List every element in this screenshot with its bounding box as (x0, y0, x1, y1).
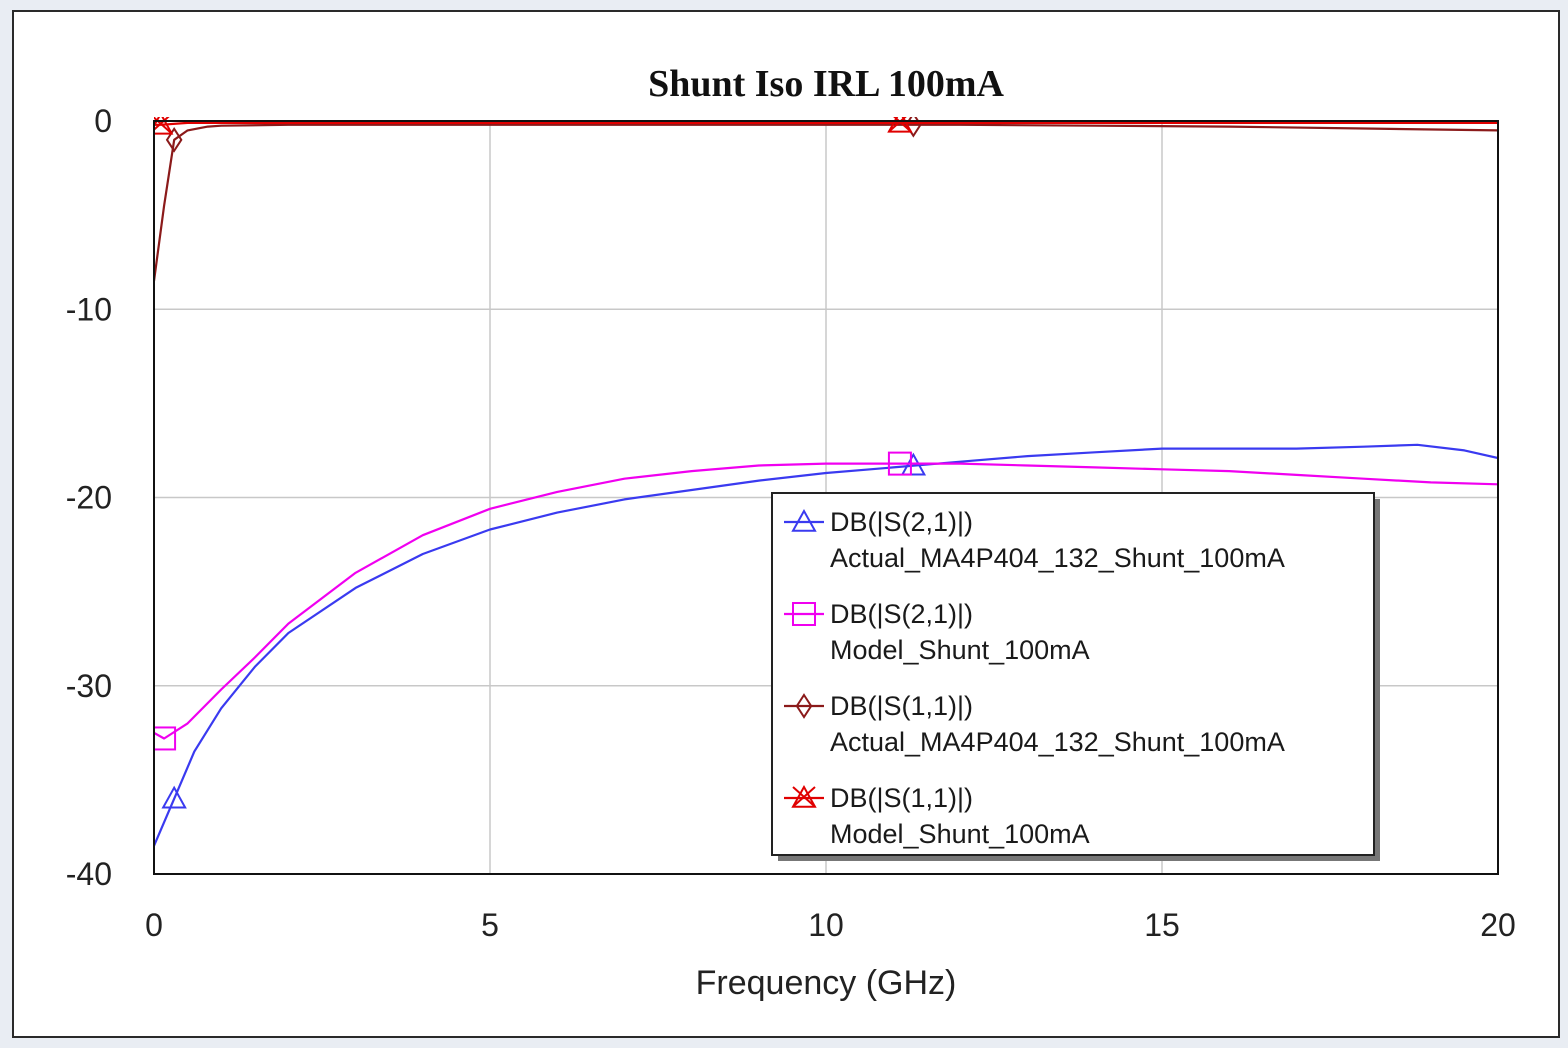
legend-marker-3 (791, 784, 817, 808)
series-3 (154, 117, 1498, 135)
legend-marker-1 (792, 602, 816, 626)
series-1-marker-1 (887, 451, 912, 476)
tick-labels: 0 5 10 15 20 0 -10 -20 -30 -40 (66, 103, 1516, 943)
legend-entry-2: DB(|S(1,1)|) Actual_MA4P404_132_Shunt_100… (784, 691, 1285, 757)
x-tick-label: 10 (808, 907, 844, 943)
legend-marker-1-shape (792, 602, 816, 626)
legend-marker-3-cross-b (792, 786, 816, 808)
legend: DB(|S(2,1)|) Actual_MA4P404_132_Shunt_100… (771, 492, 1380, 861)
chart-frame: Shunt Iso IRL 100mA 0 5 10 15 20 0 -10 -20 -30 -4… (12, 10, 1560, 1038)
series-1 (154, 451, 1498, 751)
legend-marker-0 (791, 508, 817, 532)
series-0-marker-0-shape (161, 785, 187, 809)
x-tick-label: 15 (1144, 907, 1180, 943)
y-tick-label: -20 (66, 480, 112, 516)
legend-marker-2-shape (795, 693, 813, 719)
x-tick-label: 5 (481, 907, 499, 943)
series-1-marker-0-shape (154, 726, 177, 751)
legend-marker-2 (795, 693, 813, 719)
x-tick-label: 20 (1480, 907, 1516, 943)
series-2-marker-0-shape (165, 126, 183, 153)
legend-entry-1: DB(|S(2,1)|) Model_Shunt_100mA (784, 599, 1090, 665)
series-line-3 (154, 121, 1498, 126)
series-3-marker-0 (154, 117, 174, 135)
legend-label: DB(|S(2,1)|) (830, 599, 973, 629)
legend-marker-3-shape (791, 784, 817, 808)
legend-sublabel: Model_Shunt_100mA (830, 819, 1090, 849)
plot-area (153, 120, 1499, 875)
y-tick-label: -30 (66, 668, 112, 704)
y-tick-label: 0 (94, 103, 112, 139)
legend-box (771, 492, 1375, 856)
series-2-marker-0 (165, 126, 183, 153)
chart-svg: Shunt Iso IRL 100mA 0 5 10 15 20 0 -10 -20 -30 -4… (66, 63, 1516, 1002)
series-1-marker-0 (154, 726, 177, 751)
series-line-2 (154, 123, 1498, 282)
series-line-0 (154, 443, 1498, 847)
series-1-marker-1-shape (887, 451, 912, 476)
x-axis-label: Frequency (GHz) (696, 964, 957, 1002)
legend-entry-3: DB(|S(1,1)|) Model_Shunt_100mA (784, 783, 1090, 849)
series-3-marker-0-cross-b (154, 117, 170, 132)
legend-entry-0: DB(|S(2,1)|) Actual_MA4P404_132_Shunt_100… (784, 507, 1285, 573)
chart-title: Shunt Iso IRL 100mA (648, 63, 1004, 105)
x-tick-label: 0 (145, 907, 163, 943)
legend-marker-0-shape (791, 508, 817, 532)
series-0-marker-0 (161, 785, 187, 809)
series-line-1 (154, 462, 1498, 740)
legend-sublabel: Model_Shunt_100mA (830, 635, 1090, 665)
legend-label: DB(|S(2,1)|) (830, 507, 973, 537)
legend-label: DB(|S(1,1)|) (830, 691, 973, 721)
legend-sublabel: Actual_MA4P404_132_Shunt_100mA (830, 727, 1285, 757)
legend-label: DB(|S(1,1)|) (830, 783, 973, 813)
series-3-marker-0-shape (154, 117, 174, 135)
y-tick-label: -40 (66, 856, 112, 892)
legend-sublabel: Actual_MA4P404_132_Shunt_100mA (830, 543, 1285, 573)
y-tick-label: -10 (66, 291, 112, 327)
